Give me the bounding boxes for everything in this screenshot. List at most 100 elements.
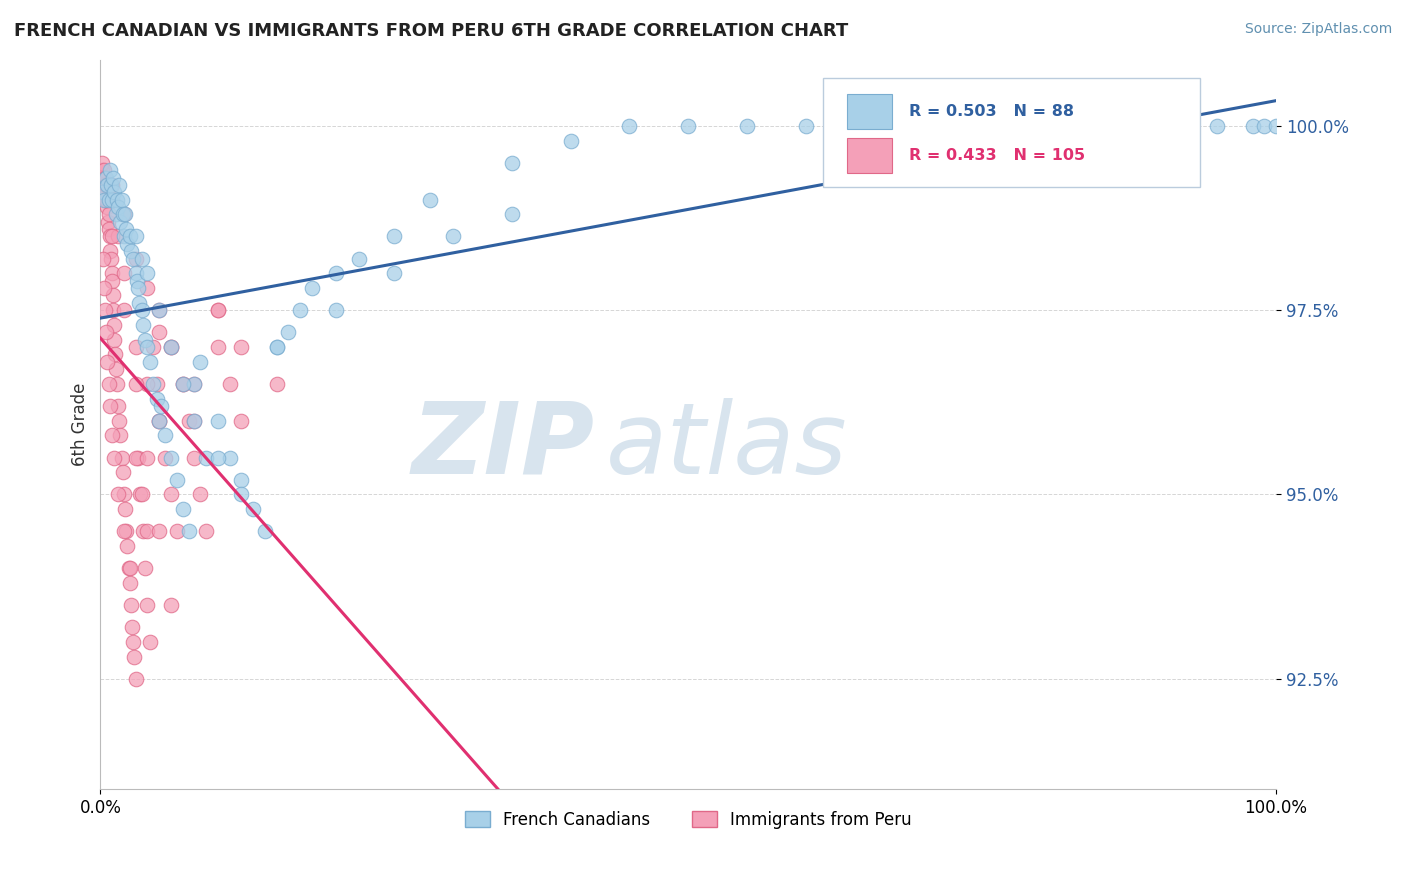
Point <box>124 340 146 354</box>
Point <box>207 303 229 318</box>
Point <box>177 414 200 428</box>
Point <box>148 414 170 428</box>
Point <box>110 428 132 442</box>
Point <box>124 266 146 280</box>
Point <box>98 244 121 259</box>
Point <box>172 376 194 391</box>
Point <box>96 193 118 207</box>
Point <box>91 186 114 200</box>
Point <box>676 119 699 133</box>
Point <box>111 207 134 221</box>
Point <box>104 362 127 376</box>
Point <box>110 193 132 207</box>
Point <box>110 215 132 229</box>
Point <box>183 450 205 465</box>
Point <box>101 288 124 302</box>
Point <box>118 229 141 244</box>
Point <box>231 473 253 487</box>
Point <box>172 376 194 391</box>
Point <box>98 229 121 244</box>
Point <box>177 524 200 539</box>
Point <box>97 215 120 229</box>
Point <box>124 450 146 465</box>
Text: atlas: atlas <box>606 398 848 495</box>
Point <box>94 170 117 185</box>
Point <box>172 376 194 391</box>
Point <box>93 281 115 295</box>
Point <box>301 281 323 295</box>
Point <box>136 266 159 280</box>
Point <box>207 303 229 318</box>
Point <box>100 178 122 192</box>
Point <box>91 178 114 192</box>
Point <box>290 303 312 318</box>
Bar <box>846 94 891 129</box>
Point <box>131 318 153 332</box>
Point <box>97 376 120 391</box>
Text: R = 0.433   N = 105: R = 0.433 N = 105 <box>910 148 1085 162</box>
Point <box>1265 119 1288 133</box>
Point <box>1241 119 1264 133</box>
Point <box>112 266 135 280</box>
Point <box>231 487 253 501</box>
Point <box>172 502 194 516</box>
Point <box>136 524 159 539</box>
Point <box>136 598 159 612</box>
Point <box>153 450 176 465</box>
Point <box>912 119 935 133</box>
Point <box>166 473 188 487</box>
Point <box>218 450 240 465</box>
Point <box>118 561 141 575</box>
Point <box>382 266 405 280</box>
Point <box>101 193 124 207</box>
Point <box>117 561 139 575</box>
Point <box>124 229 146 244</box>
Point <box>148 303 170 318</box>
Point <box>1147 119 1170 133</box>
Point <box>195 524 218 539</box>
Point <box>103 333 125 347</box>
Point <box>325 266 347 280</box>
Point <box>131 252 153 266</box>
Text: FRENCH CANADIAN VS IMMIGRANTS FROM PERU 6TH GRADE CORRELATION CHART: FRENCH CANADIAN VS IMMIGRANTS FROM PERU … <box>14 22 848 40</box>
Point <box>129 487 152 501</box>
Point <box>101 193 124 207</box>
Point <box>325 303 347 318</box>
Legend: French Canadians, Immigrants from Peru: French Canadians, Immigrants from Peru <box>458 805 918 836</box>
Point <box>347 252 370 266</box>
Point <box>125 274 148 288</box>
Point <box>100 252 122 266</box>
Point <box>441 229 464 244</box>
Point <box>266 340 288 354</box>
Point <box>127 281 149 295</box>
Point <box>96 326 118 340</box>
Point <box>735 119 758 133</box>
Point <box>195 450 218 465</box>
Point <box>136 340 159 354</box>
Point <box>107 399 129 413</box>
Point <box>218 376 240 391</box>
Point <box>96 355 118 369</box>
Point <box>207 414 229 428</box>
Point <box>103 186 125 200</box>
Point <box>96 178 118 192</box>
Point <box>93 193 115 207</box>
Point <box>107 229 129 244</box>
Point <box>136 281 159 295</box>
Point <box>501 207 523 221</box>
Point <box>146 392 169 406</box>
Point <box>150 399 173 413</box>
Point <box>107 487 129 501</box>
Point <box>104 207 127 221</box>
Point <box>103 450 125 465</box>
Point <box>136 450 159 465</box>
Point <box>142 376 165 391</box>
Point <box>277 326 299 340</box>
Point <box>121 620 143 634</box>
Point <box>183 376 205 391</box>
Point <box>103 318 125 332</box>
Point <box>94 303 117 318</box>
Point <box>98 399 121 413</box>
Point <box>101 229 124 244</box>
Point <box>93 186 115 200</box>
